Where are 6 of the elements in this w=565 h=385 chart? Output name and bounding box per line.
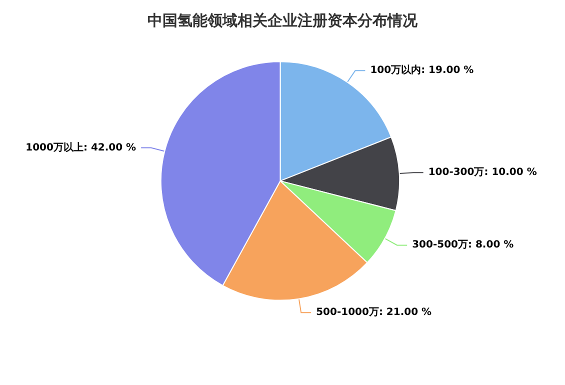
slice-label: 500-1000万: 21.00 % — [316, 307, 432, 318]
slice-label: 100-300万: 10.00 % — [428, 167, 537, 178]
slice-label: 1000万以上: 42.00 % — [26, 141, 136, 154]
slice-label: 300-500万: 8.00 % — [412, 240, 514, 251]
chart-title: 中国氢能领域相关企业注册资本分布情况 — [148, 12, 418, 30]
slice-label: 100万以内: 19.00 % — [370, 64, 474, 76]
